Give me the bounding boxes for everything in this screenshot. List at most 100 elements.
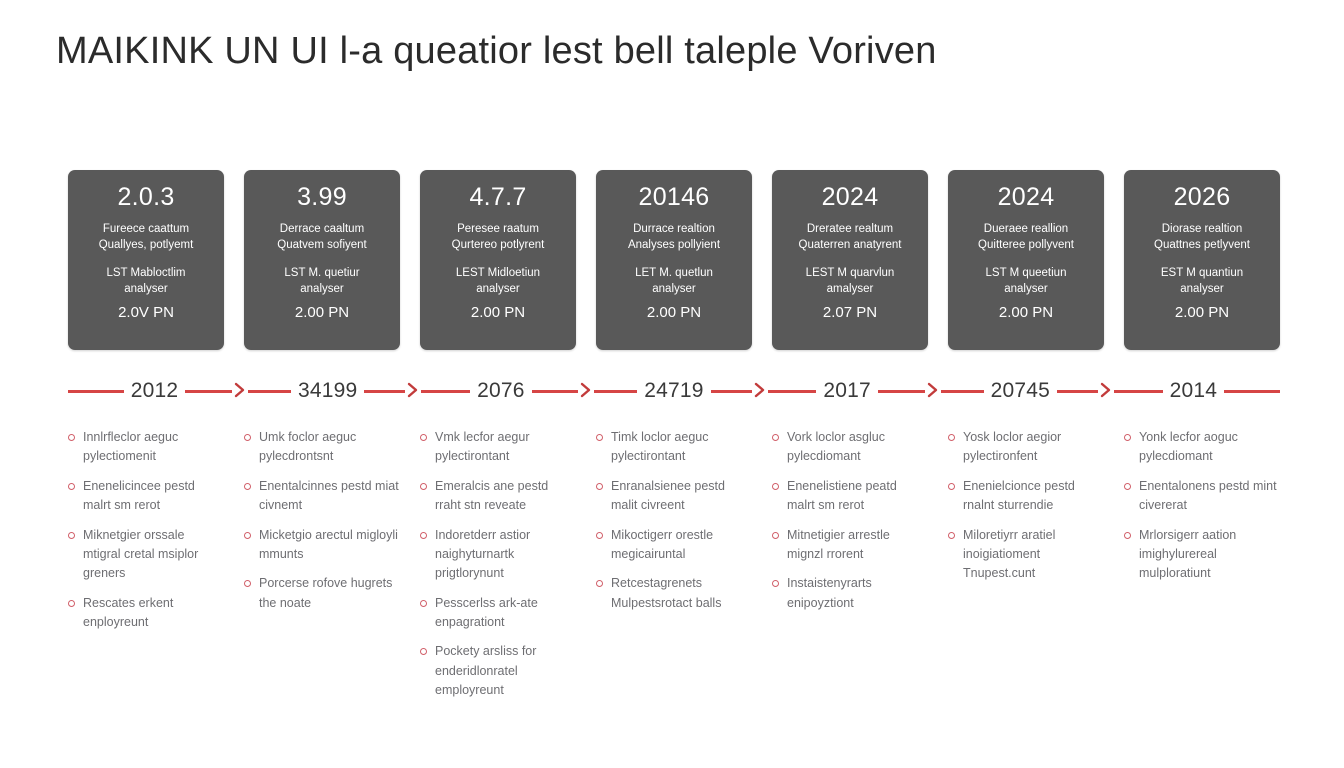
card-desc-line-2: Quattnes petlyvent bbox=[1154, 238, 1250, 251]
chevron-right-icon bbox=[405, 379, 422, 401]
version-card[interactable]: 2.0.3 Fureece caattum Quallyes, potlyemt… bbox=[68, 170, 224, 350]
list-item[interactable]: Enenelicincee pestd malrt sm rerot bbox=[68, 477, 224, 516]
list-item[interactable]: Pockety arsliss for enderidlonratel empl… bbox=[420, 642, 576, 700]
chevron-right-icon bbox=[924, 379, 941, 401]
version-card[interactable]: 20146 Durrace realtion Analyses pollyien… bbox=[596, 170, 752, 350]
card-subtitle: EST M quantiun analyser bbox=[1161, 266, 1243, 297]
card-value: 2.00 PN bbox=[1174, 304, 1230, 322]
list-item-text: Yosk loclor aegior pylectironfent bbox=[963, 430, 1062, 464]
bullet-dot-icon bbox=[948, 531, 955, 539]
card-version: 4.7.7 bbox=[469, 183, 527, 211]
timeline-year: 34199 bbox=[291, 378, 365, 404]
timeline-year: 2012 bbox=[123, 378, 186, 404]
list-item[interactable]: Micketgio arectul migloyli mmunts bbox=[244, 526, 400, 565]
bullet-dot-icon bbox=[68, 482, 75, 490]
version-card[interactable]: 2024 Dreratee realtum Quaterren anatyren… bbox=[772, 170, 928, 350]
list-item[interactable]: Umk foclor aeguc pylecdrontsnt bbox=[244, 428, 400, 467]
list-item[interactable]: Mitnetigier arrestle mignzl rrorent bbox=[772, 526, 928, 565]
card-desc-line-2: Quitteree pollyvent bbox=[978, 238, 1074, 251]
list-item-text: Enentalcinnes pestd miat civnemt bbox=[259, 478, 399, 513]
bullet-dot-icon bbox=[1124, 482, 1131, 490]
bullet-dot-icon bbox=[244, 580, 251, 588]
bullet-column: Vork loclor asgluc pylecdiomant Enenelis… bbox=[772, 428, 928, 711]
timeline-step[interactable]: 20745 bbox=[934, 370, 1114, 412]
card-sub-line-2: analyser bbox=[652, 282, 696, 295]
list-item[interactable]: Enranalsienee pestd malit civreent bbox=[596, 477, 752, 516]
list-item[interactable]: Enentalonens pestd mint civererat bbox=[1124, 477, 1280, 516]
timeline-year: 2017 bbox=[816, 378, 878, 404]
card-sub-line-2: analyser bbox=[124, 282, 168, 295]
card-version: 2.0.3 bbox=[117, 183, 175, 211]
list-item[interactable]: Rescates erkent enployreunt bbox=[68, 594, 224, 633]
list-item[interactable]: Enenielcionce pestd rnalnt sturrendie bbox=[948, 477, 1104, 516]
list-item[interactable]: Porcerse rofove hugrets the noate bbox=[244, 574, 400, 613]
list-item-text: Retcestagrenets Mulpestsrotact balls bbox=[611, 576, 722, 610]
card-subtitle: LST M queetiun analyser bbox=[986, 266, 1067, 297]
version-card[interactable]: 4.7.7 Peresee raatum Qurtereo potlyrent … bbox=[420, 170, 576, 350]
list-item[interactable]: Mikoctigerr orestle megicairuntal bbox=[596, 526, 752, 565]
list-item[interactable]: Mrlorsigerr aation imighylurereal mulplo… bbox=[1124, 526, 1280, 584]
list-item[interactable]: Emeralcis ane pestd rraht stn reveate bbox=[420, 477, 576, 516]
list-item[interactable]: Pesscerlss ark-ate enpagrationt bbox=[420, 594, 576, 633]
timeline-step[interactable]: 2012 bbox=[68, 370, 249, 412]
list-item-text: Instaistenyrarts enipoyztiont bbox=[787, 576, 872, 610]
timeline-step[interactable]: 2017 bbox=[761, 370, 941, 412]
bullet-dot-icon bbox=[420, 434, 427, 441]
list-item[interactable]: Instaistenyrarts enipoyztiont bbox=[772, 574, 928, 613]
list-item[interactable]: Yonk lecfor aoguc pylecdiomant bbox=[1124, 428, 1280, 467]
list-item[interactable]: Vmk lecfor aegur pylectirontant bbox=[420, 428, 576, 467]
bullet-dot-icon bbox=[1124, 434, 1131, 441]
card-version: 2026 bbox=[1173, 183, 1231, 211]
list-item[interactable]: Miloretiyrr aratiel inoigiatioment Tnupe… bbox=[948, 526, 1104, 584]
timeline-year: 24719 bbox=[637, 378, 711, 404]
version-cards-row: 2.0.3 Fureece caattum Quallyes, potlyemt… bbox=[68, 170, 1280, 350]
card-description: Dreratee realtum Quaterren anatyrent bbox=[799, 222, 902, 253]
list-item-text: Umk foclor aeguc pylecdrontsnt bbox=[259, 430, 357, 464]
list-item-text: Enentalonens pestd mint civererat bbox=[1139, 478, 1277, 513]
card-desc-line-1: Derrace caaltum bbox=[279, 223, 365, 236]
version-card[interactable]: 2024 Dueraee reallion Quitteree pollyven… bbox=[948, 170, 1104, 350]
list-item[interactable]: Vork loclor asgluc pylecdiomant bbox=[772, 428, 928, 467]
card-sub-line-1: LET M. quetlun bbox=[635, 267, 713, 280]
list-item[interactable]: Miknetgier orssale mtigral cretal msiplo… bbox=[68, 526, 224, 584]
bullet-column: Innlrfleclor aeguc pylectiomenit Eneneli… bbox=[68, 428, 224, 711]
list-item-text: Emeralcis ane pestd rraht stn reveate bbox=[435, 478, 549, 513]
card-description: Derrace caaltum Quatvem sofiyent bbox=[277, 222, 366, 253]
timeline-step[interactable]: 24719 bbox=[587, 370, 768, 412]
card-version: 20146 bbox=[638, 183, 710, 211]
version-card[interactable]: 3.99 Derrace caaltum Quatvem sofiyent LS… bbox=[244, 170, 400, 350]
card-subtitle: LST M. quetiur analyser bbox=[284, 266, 359, 297]
list-item-text: Pesscerlss ark-ate enpagrationt bbox=[435, 595, 538, 629]
timeline-axis: 2012 34199 2076 24719 bbox=[68, 370, 1280, 412]
list-item[interactable]: Indoretderr astior naighyturnartk prigtl… bbox=[420, 526, 576, 584]
list-item-text: Mrlorsigerr aation imighylurereal mulplo… bbox=[1139, 527, 1237, 581]
list-item[interactable]: Yosk loclor aegior pylectironfent bbox=[948, 428, 1104, 467]
list-item[interactable]: Enentalcinnes pestd miat civnemt bbox=[244, 477, 400, 516]
card-subtitle: LST Mabloctlim analyser bbox=[106, 266, 185, 297]
list-item-text: Pockety arsliss for enderidlonratel empl… bbox=[435, 644, 537, 698]
timeline-step[interactable]: 2014 bbox=[1107, 370, 1280, 412]
list-item[interactable]: Enenelistiene peatd malrt sm rerot bbox=[772, 477, 928, 516]
bullet-dot-icon bbox=[420, 482, 427, 490]
card-description: Dueraee reallion Quitteree pollyvent bbox=[978, 222, 1074, 253]
page-title: MAIKINK UN UI l-a queatior lest bell tal… bbox=[56, 30, 937, 72]
timeline-step[interactable]: 2076 bbox=[414, 370, 595, 412]
card-sub-line-1: EST M quantiun bbox=[1160, 267, 1244, 280]
list-item[interactable]: Retcestagrenets Mulpestsrotact balls bbox=[596, 574, 752, 613]
card-sub-line-2: analyser bbox=[1180, 282, 1224, 295]
chevron-right-icon bbox=[751, 379, 768, 401]
list-item[interactable]: Innlrfleclor aeguc pylectiomenit bbox=[68, 428, 224, 467]
bullet-dot-icon bbox=[420, 599, 427, 607]
card-value: 2.0V PN bbox=[118, 304, 174, 322]
bullet-columns-row: Innlrfleclor aeguc pylectiomenit Eneneli… bbox=[68, 428, 1280, 711]
timeline-step[interactable]: 34199 bbox=[241, 370, 422, 412]
card-desc-line-2: Quallyes, potlyemt bbox=[98, 238, 194, 251]
bullet-dot-icon bbox=[68, 434, 75, 441]
version-card[interactable]: 2026 Diorase realtion Quattnes petlyvent… bbox=[1124, 170, 1280, 350]
card-sub-line-1: LEST M quarvlun bbox=[805, 267, 895, 280]
list-item-text: Miknetgier orssale mtigral cretal msiplo… bbox=[83, 527, 199, 581]
list-item-text: Porcerse rofove hugrets the noate bbox=[259, 576, 393, 610]
card-description: Durrace realtion Analyses pollyient bbox=[628, 222, 720, 253]
list-item[interactable]: Timk loclor aeguc pylectirontant bbox=[596, 428, 752, 467]
